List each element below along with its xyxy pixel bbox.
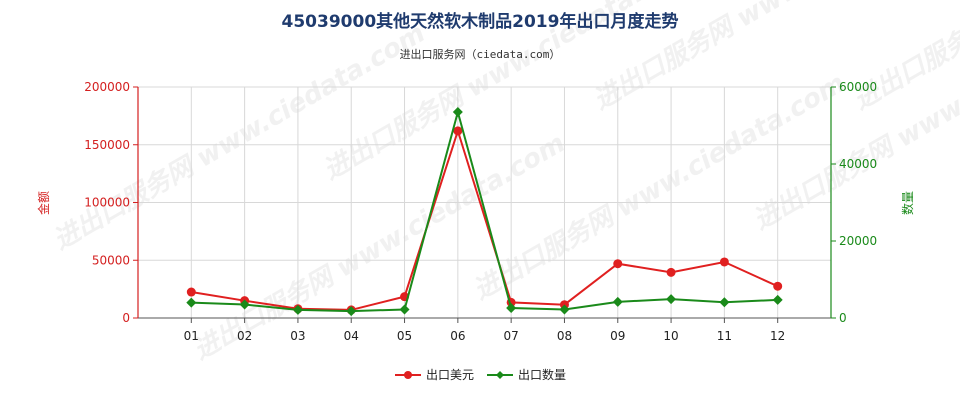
series-line-2 — [191, 108, 778, 313]
y-left-tick-label: 50000 — [92, 253, 130, 267]
y-left-tick-label: 200000 — [84, 80, 130, 94]
legend-label: 出口美元 — [426, 368, 474, 382]
series-point-2 — [452, 107, 463, 118]
series-point-2 — [292, 304, 303, 315]
y-right-tick-label: 0 — [839, 311, 847, 325]
series-point-2 — [612, 296, 623, 307]
x-tick-label: 12 — [770, 329, 785, 343]
x-tick-label: 03 — [290, 329, 305, 343]
x-tick-label: 08 — [557, 329, 572, 343]
y-right-axis-label: 数量 — [900, 191, 915, 215]
legend-swatch-marker — [404, 371, 412, 379]
axes: 0 50000 100000 150000 200000 0 20000 40000 60000… — [84, 80, 877, 343]
series-point-2 — [559, 304, 570, 315]
series — [186, 107, 783, 317]
y-left-tick-label: 100000 — [84, 196, 130, 210]
legend: 出口美元 出口数量 — [395, 367, 566, 382]
x-tick-label: 04 — [344, 329, 359, 343]
series-point-1 — [666, 267, 676, 277]
chart-title: 45039000其他天然软木制品2019年出口月度走势 — [282, 11, 679, 32]
x-tick-label: 01 — [184, 329, 199, 343]
y-right-tick-label: 40000 — [839, 157, 877, 171]
legend-swatch-marker — [496, 371, 504, 379]
x-tick-label: 06 — [450, 329, 465, 343]
series-point-2 — [186, 297, 197, 308]
x-tick-label: 11 — [717, 329, 732, 343]
x-tick-label: 02 — [237, 329, 252, 343]
y-right-tick-label: 60000 — [839, 80, 877, 94]
series-point-1 — [453, 126, 463, 136]
x-tick-label: 10 — [663, 329, 678, 343]
y-left-tick-label: 0 — [122, 311, 130, 325]
y-left-tick-label: 150000 — [84, 138, 130, 152]
x-tick-label: 07 — [504, 329, 519, 343]
series-point-2 — [506, 302, 517, 313]
series-point-1 — [773, 281, 783, 291]
y-right-tick-label: 20000 — [839, 234, 877, 248]
series-point-1 — [613, 259, 623, 269]
series-point-2 — [399, 304, 410, 315]
x-tick-label: 05 — [397, 329, 412, 343]
series-point-2 — [772, 294, 783, 305]
series-point-2 — [719, 297, 730, 308]
y-left-axis-label: 金额 — [36, 191, 51, 215]
series-point-2 — [346, 306, 357, 317]
legend-label: 出口数量 — [518, 367, 566, 382]
series-line-1 — [191, 127, 779, 311]
series-point-2 — [239, 299, 250, 310]
chart-subtitle: 进出口服务网（ciedata.com） — [400, 47, 561, 61]
series-point-1 — [719, 257, 729, 267]
x-tick-label: 09 — [610, 329, 625, 343]
series-point-1 — [186, 287, 196, 297]
series-point-2 — [666, 294, 677, 305]
